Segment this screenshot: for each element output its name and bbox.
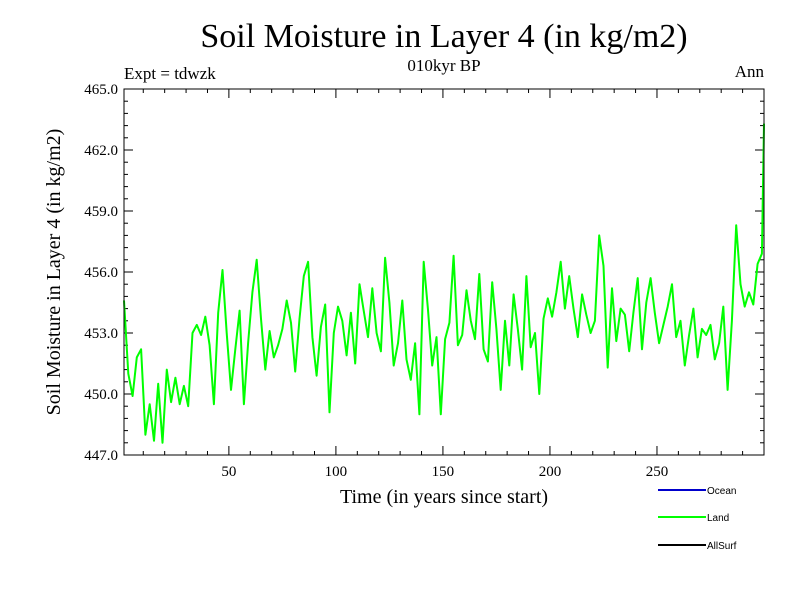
y-tick-label: 447.0 [84,448,118,464]
series-line-land [123,123,765,444]
x-tick-label: 150 [432,464,455,480]
chart-subtitle: 010kyr BP [407,56,480,75]
x-tick-label: 100 [325,464,348,480]
y-tick-label: 450.0 [84,387,118,403]
y-tick-labels: 447.0 450.0 453.0 456.0 459.0 462.0 465.0 [84,82,118,464]
x-axis-label: Time (in years since start) [340,486,548,508]
x-tick-label: 50 [221,464,236,480]
y-tick-label: 459.0 [84,204,118,220]
plot-frame [123,88,765,456]
x-tick-labels: 50 100 150 200 250 [221,464,668,480]
experiment-label: Expt = tdwzk [124,64,216,83]
axis-ticks [124,88,764,456]
legend-label-land: Land [707,513,729,524]
y-tick-label: 462.0 [84,143,118,159]
x-tick-label: 200 [539,464,562,480]
legend-label-allsurf: AllSurf [707,541,737,552]
chart-title: Soil Moisture in Layer 4 (in kg/m2) [200,18,687,55]
x-tick-label: 250 [646,464,669,480]
legend: Ocean Land AllSurf [658,486,737,552]
y-tick-label: 456.0 [84,265,118,281]
y-axis-label: Soil Moisture in Layer 4 (in kg/m2) [43,129,65,416]
series-group [123,123,765,444]
legend-label-ocean: Ocean [707,486,736,497]
season-label: Ann [735,62,765,81]
y-tick-label: 453.0 [84,326,118,342]
y-tick-label: 465.0 [84,82,118,98]
